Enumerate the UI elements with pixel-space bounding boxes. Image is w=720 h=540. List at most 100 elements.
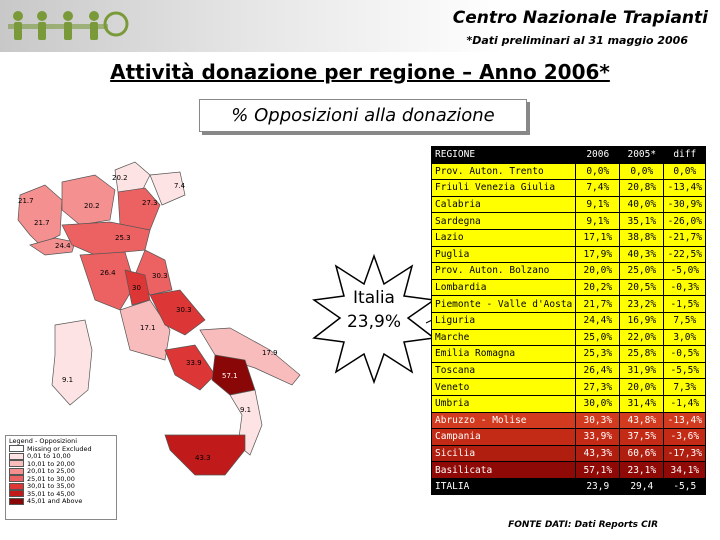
value-cell: 3,0%	[663, 328, 707, 347]
table-row: Lombardia 20,2% 20,5% -0,3%	[430, 278, 707, 297]
subtitle-box: % Opposizioni alla donazione	[199, 99, 527, 132]
legend-swatch	[9, 475, 24, 483]
value-cell: -0,3%	[663, 278, 707, 297]
page-title: Attività donazione per regione – Anno 20…	[110, 60, 610, 84]
value-cell: -5,5%	[663, 361, 707, 380]
star-burst-shape	[312, 253, 436, 385]
value-cell: 23,2%	[619, 295, 665, 313]
region-veneto	[117, 187, 161, 231]
value-cell: -1,5%	[663, 295, 707, 313]
region-name-cell: Sardegna	[430, 212, 577, 230]
region-lombardia	[61, 174, 116, 226]
region-lazio	[119, 299, 171, 361]
table-row: Friuli Venezia Giulia 7,4% 20,8% -13,4%	[430, 179, 707, 197]
region-campania	[164, 344, 216, 391]
legend-swatch	[9, 467, 24, 475]
legend-swatch	[9, 490, 24, 498]
value-cell: 0,0%	[663, 162, 707, 181]
table-row: Veneto 27,3% 20,0% 7,3%	[430, 378, 707, 396]
value-cell: -5,5	[663, 477, 707, 496]
region-name-cell: Abruzzo - Molise	[430, 411, 577, 430]
value-cell: 38,8%	[619, 228, 665, 247]
italy-choropleth-map: 7.4 21.7 20.2 27.3 21.7 24.4 25.3 26.4 3…	[17, 161, 301, 476]
value-cell: 40,0%	[619, 195, 665, 214]
value-cell: 40,3%	[619, 245, 665, 264]
table-total-row: ITALIA 23,9 29,4 -5,5	[430, 477, 707, 496]
region-name-cell: Prov. Auton. Bolzano	[430, 262, 577, 280]
table-row: Puglia 17,9% 40,3% -22,5%	[430, 245, 707, 264]
value-cell: 25,8%	[619, 345, 665, 363]
italia-star-callout: Italia 23,9%	[312, 252, 436, 386]
value-cell: 7,3%	[663, 378, 707, 396]
value-cell: 35,1%	[619, 212, 665, 230]
value-cell: 9,1%	[575, 212, 621, 230]
table-row: Marche 25,0% 22,0% 3,0%	[430, 328, 707, 347]
value-cell: -17,3%	[663, 444, 707, 463]
map-label-abruzzo: 30.3	[176, 306, 192, 314]
legend-label: 25,01 to 30,00	[27, 474, 75, 483]
region-name-cell: ITALIA	[430, 477, 577, 496]
value-cell: 20,0%	[575, 262, 621, 280]
legend-label: Missing or Excluded	[27, 444, 92, 453]
value-cell: -30,9%	[663, 195, 707, 214]
region-name-cell: Friuli Venezia Giulia	[430, 179, 577, 197]
value-cell: 25,3%	[575, 345, 621, 363]
value-cell: 20,0%	[619, 378, 665, 396]
table-row: Emilia Romagna 25,3% 25,8% -0,5%	[430, 345, 707, 363]
region-name-cell: Sicilia	[430, 444, 577, 463]
value-cell: 23,1%	[619, 461, 665, 479]
legend-swatch	[9, 482, 24, 490]
map-label-lazio: 17.1	[140, 324, 156, 332]
value-cell: 9,1%	[575, 195, 621, 214]
map-label-basilicata: 57.1	[222, 372, 238, 380]
map-legend: Legend - Opposizioni Missing or Excluded…	[5, 435, 117, 520]
value-cell: 34,1%	[663, 461, 707, 479]
region-name-cell: Basilicata	[430, 461, 577, 479]
column-header: 2006	[575, 146, 621, 164]
value-cell: 0,0%	[619, 162, 665, 181]
map-label-friuli: 7.4	[174, 182, 186, 190]
region-name-cell: Piemonte - Valle d'Aosta	[430, 295, 577, 313]
region-name-cell: Lombardia	[430, 278, 577, 297]
map-label-sicilia: 43.3	[195, 454, 211, 462]
region-name-cell: Toscana	[430, 361, 577, 380]
table-row: Sicilia 43,3% 60,6% -17,3%	[430, 444, 707, 463]
legend-label: 45,01 and Above	[27, 497, 83, 506]
table-row: Umbria 30,0% 31,4% -1,4%	[430, 394, 707, 413]
value-cell: 37,5%	[619, 428, 665, 446]
region-sicilia	[164, 434, 246, 476]
value-cell: -13,4%	[663, 179, 707, 197]
organization-name: Centro Nazionale Trapianti	[452, 8, 708, 28]
column-header: REGIONE	[430, 146, 577, 164]
region-name-cell: Campania	[430, 428, 577, 446]
table-row: Piemonte - Valle d'Aosta 21,7% 23,2% -1,5%	[430, 295, 707, 313]
cnt-logo	[8, 11, 129, 40]
region-name-cell: Lazio	[430, 228, 577, 247]
legend-item: 0,01 to 10,00	[6, 452, 116, 460]
map-label-calabria: 9.1	[240, 406, 251, 414]
value-cell: -22,5%	[663, 245, 707, 264]
map-label-marche: 30.3	[152, 272, 168, 280]
opposition-table: REGIONE 2006 2005* diff Prov. Auton. Tre…	[430, 146, 707, 496]
map-label-aosta: 21.7	[18, 197, 34, 205]
table-row: Calabria 9,1% 40,0% -30,9%	[430, 195, 707, 214]
table-row: Sardegna 9,1% 35,1% -26,0%	[430, 212, 707, 230]
legend-item: 25,01 to 30,00	[6, 475, 116, 483]
value-cell: 31,9%	[619, 361, 665, 380]
value-cell: 30,0%	[575, 394, 621, 413]
value-cell: 20,8%	[619, 179, 665, 197]
map-label-campania: 33.9	[186, 359, 202, 367]
value-cell: -1,4%	[663, 394, 707, 413]
legend-item: 45,01 and Above	[6, 497, 116, 506]
map-label-piemonte: 21.7	[34, 219, 50, 227]
map-label-liguria: 24.4	[55, 242, 71, 250]
star-label: Italia	[353, 288, 395, 308]
preliminary-note: *Dati preliminari al 31 maggio 2006	[466, 34, 688, 47]
value-cell: 7,4%	[575, 179, 621, 197]
map-label-sardegna: 9.1	[62, 376, 73, 384]
region-abruzzo	[149, 289, 206, 336]
value-cell: 25,0%	[619, 262, 665, 280]
table-header-row: REGIONE 2006 2005* diff	[430, 146, 707, 164]
region-calabria	[229, 389, 263, 456]
legend-label: 10,01 to 20,00	[27, 459, 75, 468]
